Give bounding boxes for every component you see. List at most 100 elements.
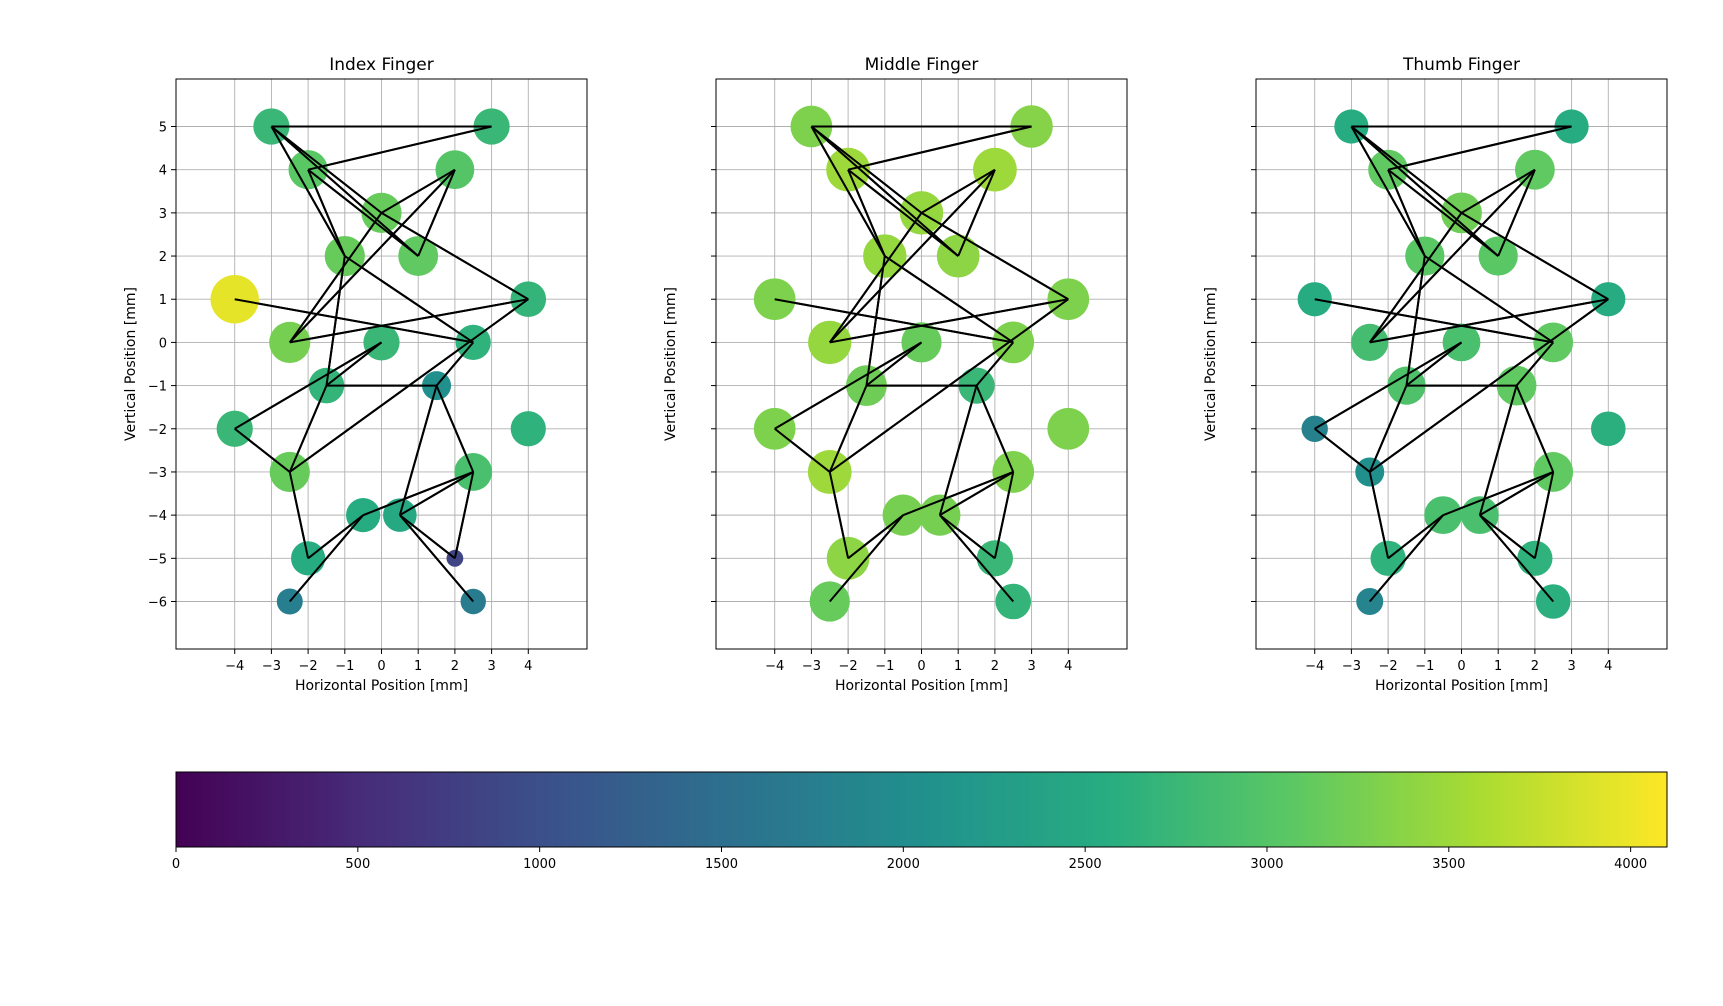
electrode-link-overlay — [1387, 168, 1499, 257]
electrode-link-overlay — [453, 471, 475, 559]
electrode-link-overlay — [344, 255, 474, 344]
x-tick-label: −3 — [262, 659, 281, 674]
panel-3: −4 −3 −2 −1 0 1 2 3 4 Thumb Finger Horizontal Posi… — [1203, 55, 1668, 694]
electrode-link-overlay — [1369, 168, 1536, 344]
x-tick-label: −3 — [1342, 659, 1361, 674]
y-tick-label: 0 — [159, 336, 167, 351]
electrode-link-overlay — [920, 168, 996, 214]
electrode-link-overlay — [1369, 298, 1609, 344]
x-tick-label: −4 — [225, 659, 244, 674]
y-tick-label: 5 — [159, 121, 167, 136]
colorbar-tick-label: 3500 — [1432, 857, 1465, 872]
electrode-link-overlay — [774, 341, 923, 430]
x-tick-label: −2 — [1379, 659, 1398, 674]
colorbar-tick-label: 1000 — [523, 857, 556, 872]
electrode-link-overlay — [847, 514, 904, 560]
electrode-link-overlay — [307, 514, 364, 560]
electrode-link-overlay — [829, 168, 996, 344]
electrode-link-overlay — [1460, 168, 1536, 214]
electrode-link-overlay — [1405, 341, 1463, 387]
data-point — [216, 410, 253, 447]
y-axis-label: Vertical Position [mm] — [123, 287, 139, 441]
x-tick-label: −4 — [1305, 659, 1324, 674]
electrode-link-overlay — [307, 169, 346, 257]
x-tick-label: −3 — [802, 659, 821, 674]
colorbar-tick-label: 2000 — [887, 857, 920, 872]
electrode-link-overlay — [865, 341, 923, 387]
electrode-link-overlay — [828, 514, 904, 603]
electrode-link-overlay — [993, 471, 1015, 559]
x-tick-label: −2 — [839, 659, 858, 674]
electrode-link-overlay — [307, 125, 492, 171]
electrode-link-overlay — [234, 341, 383, 430]
electrode-link-overlay — [1479, 514, 1536, 560]
x-tick-label: −2 — [299, 659, 318, 674]
x-tick-label: 3 — [1027, 659, 1035, 674]
electrode-link-overlay — [939, 514, 1015, 603]
electrode-link-overlay — [399, 514, 475, 603]
electrode-link-overlay — [828, 471, 850, 559]
data-point — [753, 278, 796, 321]
x-tick-label: 3 — [487, 659, 495, 674]
electrode-link-overlay — [289, 168, 456, 344]
electrode-link-overlay — [828, 212, 923, 343]
electrode-link-overlay — [380, 212, 529, 301]
electrode-link-overlay — [1368, 385, 1408, 473]
electrode-link-overlay — [1368, 212, 1463, 343]
x-tick-label: −1 — [335, 659, 354, 674]
electrode-link-overlay — [884, 255, 1014, 344]
electrode-link-overlay — [975, 385, 1015, 473]
x-tick-label: 4 — [524, 659, 532, 674]
electrode-link-overlay — [1314, 341, 1463, 430]
electrode-link-overlay — [939, 514, 996, 560]
electrode-link-overlay — [399, 514, 456, 560]
electrode-link-overlay — [1405, 255, 1426, 386]
x-tick-label: 0 — [917, 659, 925, 674]
electrode-link-overlay — [847, 169, 886, 257]
colorbar-tick-label: 4000 — [1614, 857, 1647, 872]
electrode-link-overlay — [902, 471, 1014, 517]
data-point — [1517, 540, 1553, 576]
data-point — [826, 147, 871, 192]
electrode-link-overlay — [1479, 514, 1555, 603]
electrode-link-overlay — [1515, 385, 1555, 473]
colorbar-tick-label: 2500 — [1069, 857, 1102, 872]
panel-1: −4 −3 −2 −1 0 1 2 3 4 −6 −5 −4 −3 −2 −1 0 1 2 3 4 5 Index Fin… — [123, 55, 588, 694]
electrode-link-overlay — [938, 385, 978, 516]
y-tick-label: −2 — [148, 423, 167, 438]
electrode-link-overlay — [435, 341, 475, 387]
x-tick-label: 3 — [1567, 659, 1575, 674]
electrode-link-overlay — [289, 298, 529, 344]
x-tick-label: 4 — [1604, 659, 1612, 674]
y-tick-label: 4 — [159, 164, 167, 179]
electrode-link-overlay — [774, 427, 831, 473]
electrode-link-overlay — [865, 255, 886, 386]
electrode-link-overlay — [307, 168, 419, 257]
electrode-link-overlay — [270, 126, 346, 257]
colorbar-tick-label: 1500 — [705, 857, 738, 872]
colorbar-gradient — [176, 772, 1667, 847]
electrode-link-overlay — [417, 169, 456, 257]
electrode-link-overlay — [774, 298, 1014, 344]
y-tick-label: −5 — [148, 552, 167, 567]
electrode-link-overlay — [1497, 169, 1536, 257]
data-point — [753, 407, 796, 450]
colorbar-tick-label: 500 — [345, 857, 370, 872]
chart-title: Middle Finger — [865, 55, 979, 75]
electrode-link-overlay — [975, 341, 1015, 387]
electrode-link-overlay — [362, 471, 474, 517]
y-axis-label: Vertical Position [mm] — [1203, 287, 1219, 441]
electrode-link-overlay — [435, 385, 475, 473]
x-tick-label: −1 — [1415, 659, 1434, 674]
data-point — [1047, 407, 1090, 450]
y-tick-label: −1 — [148, 380, 167, 395]
x-tick-label: 1 — [1494, 659, 1502, 674]
electrode-link-overlay — [1350, 126, 1426, 257]
electrode-link-overlay — [1460, 212, 1609, 301]
data-point — [976, 540, 1013, 577]
y-axis-label: Vertical Position [mm] — [663, 287, 679, 441]
electrode-link-overlay — [1314, 298, 1554, 344]
electrode-link-overlay — [1515, 341, 1555, 387]
x-axis-label: Horizontal Position [mm] — [295, 678, 468, 694]
